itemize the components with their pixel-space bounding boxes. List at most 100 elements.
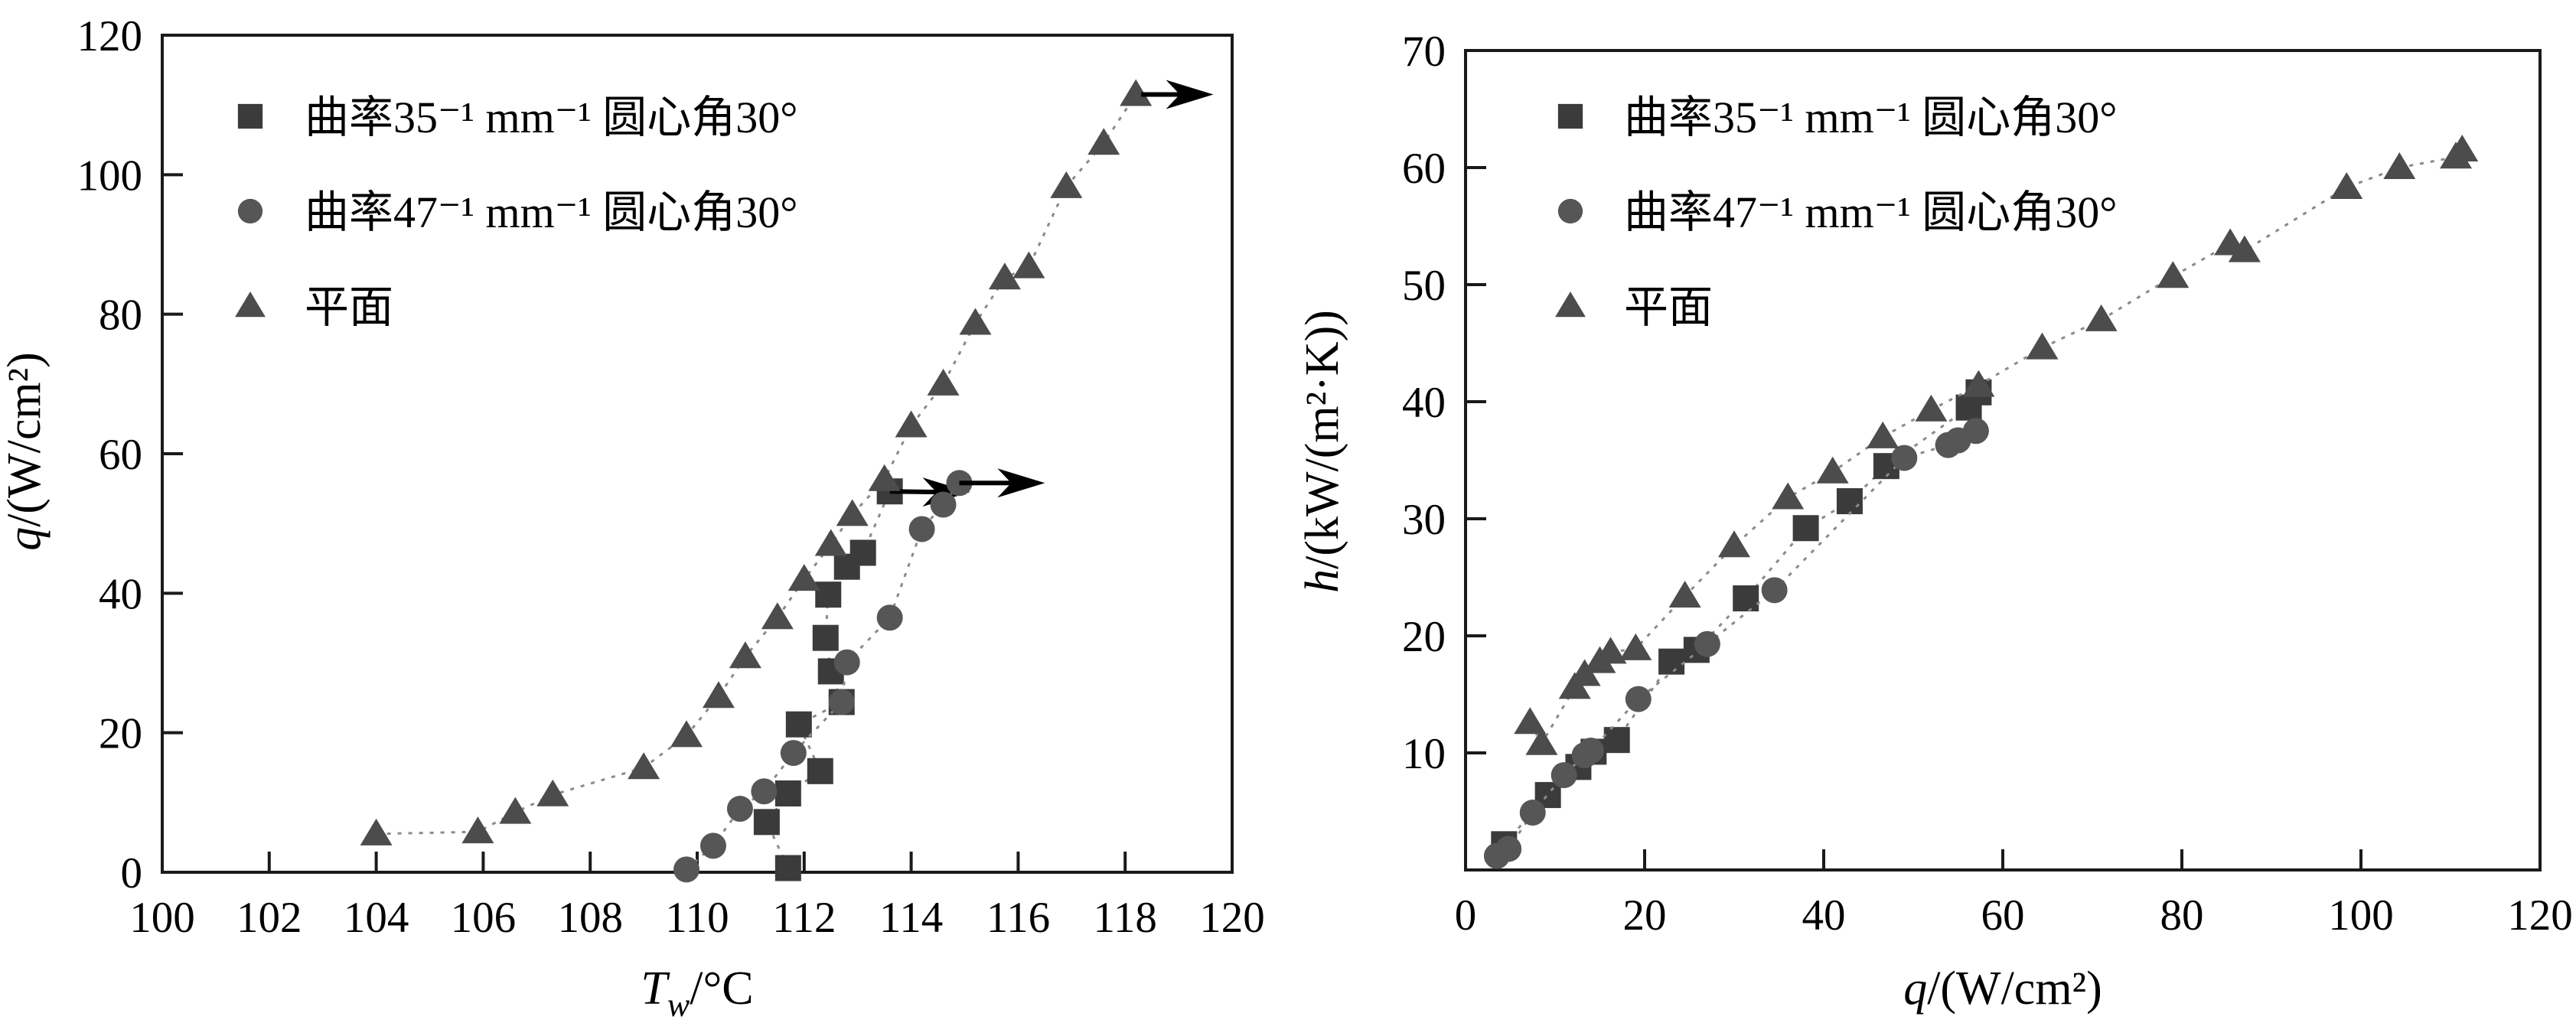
circle-marker <box>1519 800 1546 826</box>
x-tick-label: 100 <box>129 894 195 942</box>
y-tick-label: 60 <box>1402 145 1446 193</box>
y-tick-label: 10 <box>1402 730 1446 778</box>
x-axis: 0 20 40 60 80 100 120 <box>1455 849 2573 940</box>
triangle-marker <box>2228 235 2261 262</box>
triangle-marker <box>1962 370 1995 397</box>
x-tick-label: 40 <box>1802 891 1846 940</box>
legend-item: 曲率47⁻¹ mm⁻¹ 圆心角30° <box>1557 187 2117 237</box>
y-tick-label: 70 <box>1402 28 1446 76</box>
x-tick-label: 80 <box>2160 891 2204 940</box>
series-triangle <box>1514 135 2479 755</box>
x-axis-title: Tw/°C <box>641 963 753 1024</box>
arrow-head <box>1166 80 1214 109</box>
triangle-marker <box>1525 728 1558 755</box>
legend-item: 曲率47⁻¹ mm⁻¹ 圆心角30° <box>237 187 797 237</box>
triangle-marker <box>1050 171 1083 198</box>
triangle-marker <box>235 292 266 318</box>
series-circle <box>673 468 1045 883</box>
circle-marker <box>833 649 860 676</box>
legend: 曲率35⁻¹ mm⁻¹ 圆心角30° 曲率47⁻¹ mm⁻¹ 圆心角30° 平面 <box>235 93 797 332</box>
triangle-marker <box>836 499 869 526</box>
runaway-arrow <box>1141 80 1214 109</box>
legend: 曲率35⁻¹ mm⁻¹ 圆心角30° 曲率47⁻¹ mm⁻¹ 圆心角30° 平面 <box>1555 93 2117 332</box>
y-axis: 0 20 40 60 80 100 120 <box>77 12 183 898</box>
circle-marker <box>930 491 957 518</box>
x-tick-label: 112 <box>772 894 836 942</box>
x-tick-label: 110 <box>665 894 729 942</box>
circle-marker <box>1625 686 1652 712</box>
triangle-marker <box>1772 482 1805 510</box>
legend-item: 曲率35⁻¹ mm⁻¹ 圆心角30° <box>1557 93 2117 142</box>
triangle-marker <box>927 368 960 396</box>
square-marker <box>812 624 839 651</box>
triangle-marker <box>1816 456 1849 484</box>
circle-marker <box>726 796 753 823</box>
triangle-marker <box>2085 304 2118 331</box>
triangle-marker <box>499 797 532 824</box>
series-triangle <box>360 79 1214 845</box>
circle-marker <box>237 198 263 224</box>
heat-transfer-coefficient-chart: 0 20 40 60 80 100 120 10 20 30 40 50 60 70 q/(W/cm²) h/… <box>1296 28 2573 1015</box>
y-tick-label: 20 <box>99 710 142 758</box>
circle-marker <box>1694 630 1720 657</box>
y-axis-title: h/(kW/(m²·K)) <box>1296 310 1348 593</box>
triangle-marker <box>670 720 703 748</box>
square-marker <box>237 103 263 129</box>
series-square <box>753 477 970 881</box>
triangle-marker <box>1120 79 1153 106</box>
legend-label: 曲率35⁻¹ mm⁻¹ 圆心角30° <box>1624 93 2117 142</box>
triangle-marker <box>1012 251 1045 279</box>
square-marker <box>1836 488 1863 515</box>
legend-item: 平面 <box>235 282 393 332</box>
x-tick-label: 60 <box>1981 891 2025 940</box>
x-tick-label: 118 <box>1094 894 1157 942</box>
square-marker <box>753 809 780 836</box>
square-marker <box>815 582 842 608</box>
circle-marker <box>1761 577 1788 604</box>
circle-marker <box>673 856 700 883</box>
square-marker <box>1603 727 1630 754</box>
legend-item: 曲率35⁻¹ mm⁻¹ 圆心角30° <box>237 93 797 142</box>
y-tick-label: 50 <box>1402 262 1446 310</box>
triangle-marker <box>2157 261 2190 288</box>
circle-marker <box>908 516 935 542</box>
circle-marker <box>1962 418 1989 445</box>
triangle-marker <box>1867 421 1899 448</box>
triangle-marker <box>702 681 735 709</box>
y-tick-label: 100 <box>77 151 143 200</box>
y-tick-label: 60 <box>99 431 142 479</box>
x-tick-label: 106 <box>451 894 517 942</box>
triangle-marker <box>895 410 928 438</box>
y-axis-title: q/(W/cm²) <box>0 352 51 551</box>
circle-marker <box>1550 762 1577 789</box>
square-marker <box>807 757 833 784</box>
circle-marker <box>1557 198 1583 224</box>
x-tick-label: 102 <box>236 894 302 942</box>
arrow-head <box>997 468 1045 498</box>
x-tick-label: 100 <box>2328 891 2394 940</box>
y-tick-label: 40 <box>1402 379 1446 427</box>
y-tick-label: 40 <box>99 570 142 618</box>
circle-marker <box>751 778 778 805</box>
triangle-marker <box>787 564 820 591</box>
circle-marker <box>699 832 726 859</box>
square-marker <box>774 855 801 881</box>
x-tick-label: 120 <box>2507 891 2573 940</box>
square-marker <box>785 711 812 738</box>
legend-label: 曲率47⁻¹ mm⁻¹ 圆心角30° <box>1624 187 2117 237</box>
circle-marker <box>1891 445 1918 471</box>
square-marker <box>774 780 801 806</box>
triangle-marker <box>729 641 761 669</box>
circle-marker <box>828 689 855 715</box>
triangle-marker <box>868 464 901 491</box>
triangle-marker <box>2330 172 2363 200</box>
x-tick-label: 104 <box>344 894 409 942</box>
circle-marker <box>1577 737 1604 764</box>
circle-marker <box>876 604 903 631</box>
y-tick-label: 0 <box>121 849 143 898</box>
x-tick-label: 114 <box>879 894 943 942</box>
triangle-marker <box>1619 633 1652 660</box>
series-line <box>686 482 960 871</box>
triangle-marker <box>2446 135 2479 162</box>
